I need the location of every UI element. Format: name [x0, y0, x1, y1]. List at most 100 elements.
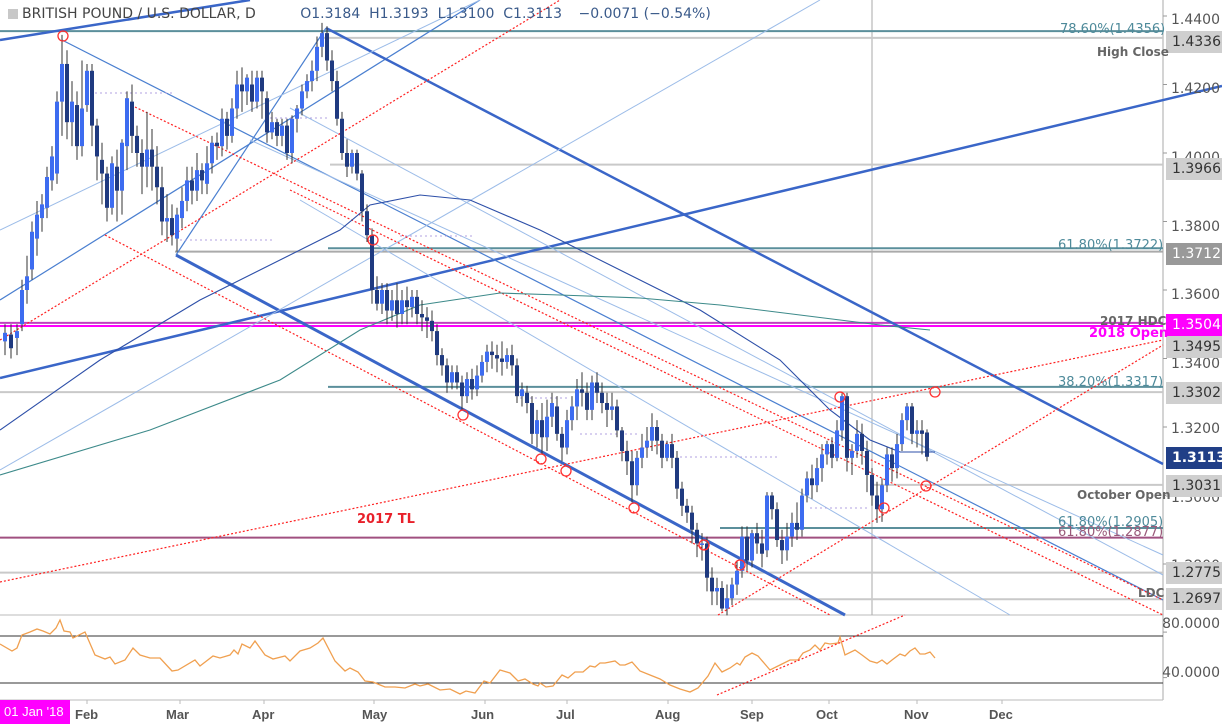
candle-body	[660, 440, 664, 458]
candle-body	[915, 430, 919, 434]
candle-body	[335, 81, 339, 119]
candle-body	[340, 118, 344, 153]
fib-618-a-label: 61.80%(1.2905)	[1058, 515, 1164, 530]
collapse-icon[interactable]	[8, 9, 18, 19]
price-tag-2017-hdc: 1.3504	[1166, 314, 1222, 336]
month-label: Aug	[655, 707, 681, 722]
candle-body	[865, 450, 869, 475]
price-tick: 1.4400	[1171, 12, 1220, 28]
pivot-circle-marker	[457, 409, 469, 421]
candle-body	[170, 218, 174, 236]
candle-body	[550, 403, 554, 417]
candle-body	[220, 118, 224, 147]
candle-body	[420, 313, 424, 318]
candle-body	[395, 300, 399, 314]
candle-body	[625, 450, 629, 462]
rsi-tick: 80.0000	[1162, 616, 1220, 632]
candle-body	[615, 406, 619, 431]
month-label: Oct	[816, 707, 838, 722]
candle-body	[525, 392, 529, 404]
pivot-circle-marker	[698, 539, 710, 551]
pivot-circle-marker	[628, 502, 640, 514]
candle-body	[620, 430, 624, 451]
candle-body	[140, 153, 144, 167]
candle-body	[735, 570, 739, 585]
candle-body	[590, 382, 594, 410]
pivot-circle-marker	[929, 386, 941, 398]
trendline-2017	[0, 339, 1164, 583]
chart-header: BRITISH POUND / U.S. DOLLAR, D O1.3184 H…	[22, 6, 711, 22]
red-channel-lower	[104, 234, 831, 616]
candle-body	[905, 406, 909, 421]
month-label: May	[362, 707, 388, 722]
candle-body	[810, 478, 814, 486]
candle-body	[490, 351, 494, 356]
candle-body	[375, 290, 379, 304]
candle-body	[560, 433, 564, 448]
candle-body	[150, 149, 154, 167]
candle-body	[270, 122, 274, 133]
candle-body	[910, 406, 914, 434]
candle-body	[690, 512, 694, 530]
candle-body	[840, 396, 844, 431]
candle-body	[510, 355, 514, 366]
price-tag-high-close: 1.4336	[1166, 31, 1222, 53]
candle-body	[720, 587, 724, 609]
candle-body	[175, 214, 179, 239]
price-tag: 1.3966	[1166, 158, 1222, 180]
candle-body	[505, 355, 509, 362]
candle-body	[470, 379, 474, 390]
candle-body	[790, 522, 794, 537]
candle-body	[75, 105, 79, 147]
candle-body	[415, 296, 419, 314]
upper-parallel-line	[0, 0, 481, 301]
cursor-date-tag: 01 Jan '18	[0, 700, 70, 724]
month-label: Jun	[471, 707, 495, 722]
candle-body	[200, 170, 204, 181]
pivot-circle-marker	[834, 391, 846, 403]
candle-body	[760, 543, 764, 554]
candle-body	[465, 379, 469, 397]
price-tick: 1.3800	[1171, 219, 1220, 235]
candle-body	[435, 331, 439, 356]
candle-body	[775, 509, 779, 541]
candle-body	[480, 361, 484, 376]
rsi-line	[0, 618, 936, 695]
price-tag-last: 1.3113	[1166, 447, 1222, 469]
candle-body	[610, 406, 614, 410]
candle-body	[675, 457, 679, 489]
candle-body	[345, 153, 349, 167]
candle-body	[385, 290, 389, 311]
ascending-trendline	[0, 84, 1222, 380]
open-2018-label: 2018 Open	[1089, 326, 1169, 341]
candle-body	[40, 204, 44, 219]
candle-body	[135, 135, 139, 153]
candle-body	[255, 77, 259, 102]
candle-body	[815, 468, 819, 486]
candle-body	[830, 444, 834, 458]
candle-body	[305, 81, 309, 92]
month-label: Mar	[166, 707, 190, 722]
candle-body	[280, 125, 284, 136]
candle-body	[120, 142, 124, 191]
candle-body	[455, 372, 459, 383]
trendline-2017-label: 2017 TL	[357, 512, 415, 527]
candle-body	[770, 495, 774, 510]
candle-body	[310, 70, 314, 82]
candle-body	[645, 440, 649, 448]
candle-body	[245, 77, 249, 92]
candle-body	[365, 211, 369, 236]
candle-body	[265, 98, 269, 133]
month-label: Jul	[556, 707, 575, 722]
candle-body	[795, 522, 799, 530]
candle-body	[300, 91, 304, 109]
candle-body	[780, 540, 784, 551]
candle-body	[210, 142, 214, 164]
candle-body	[240, 84, 244, 92]
candle-body	[850, 450, 854, 458]
candle-body	[630, 461, 634, 486]
candle-body	[670, 444, 674, 458]
candle-body	[205, 163, 209, 184]
candle-body	[575, 389, 579, 407]
